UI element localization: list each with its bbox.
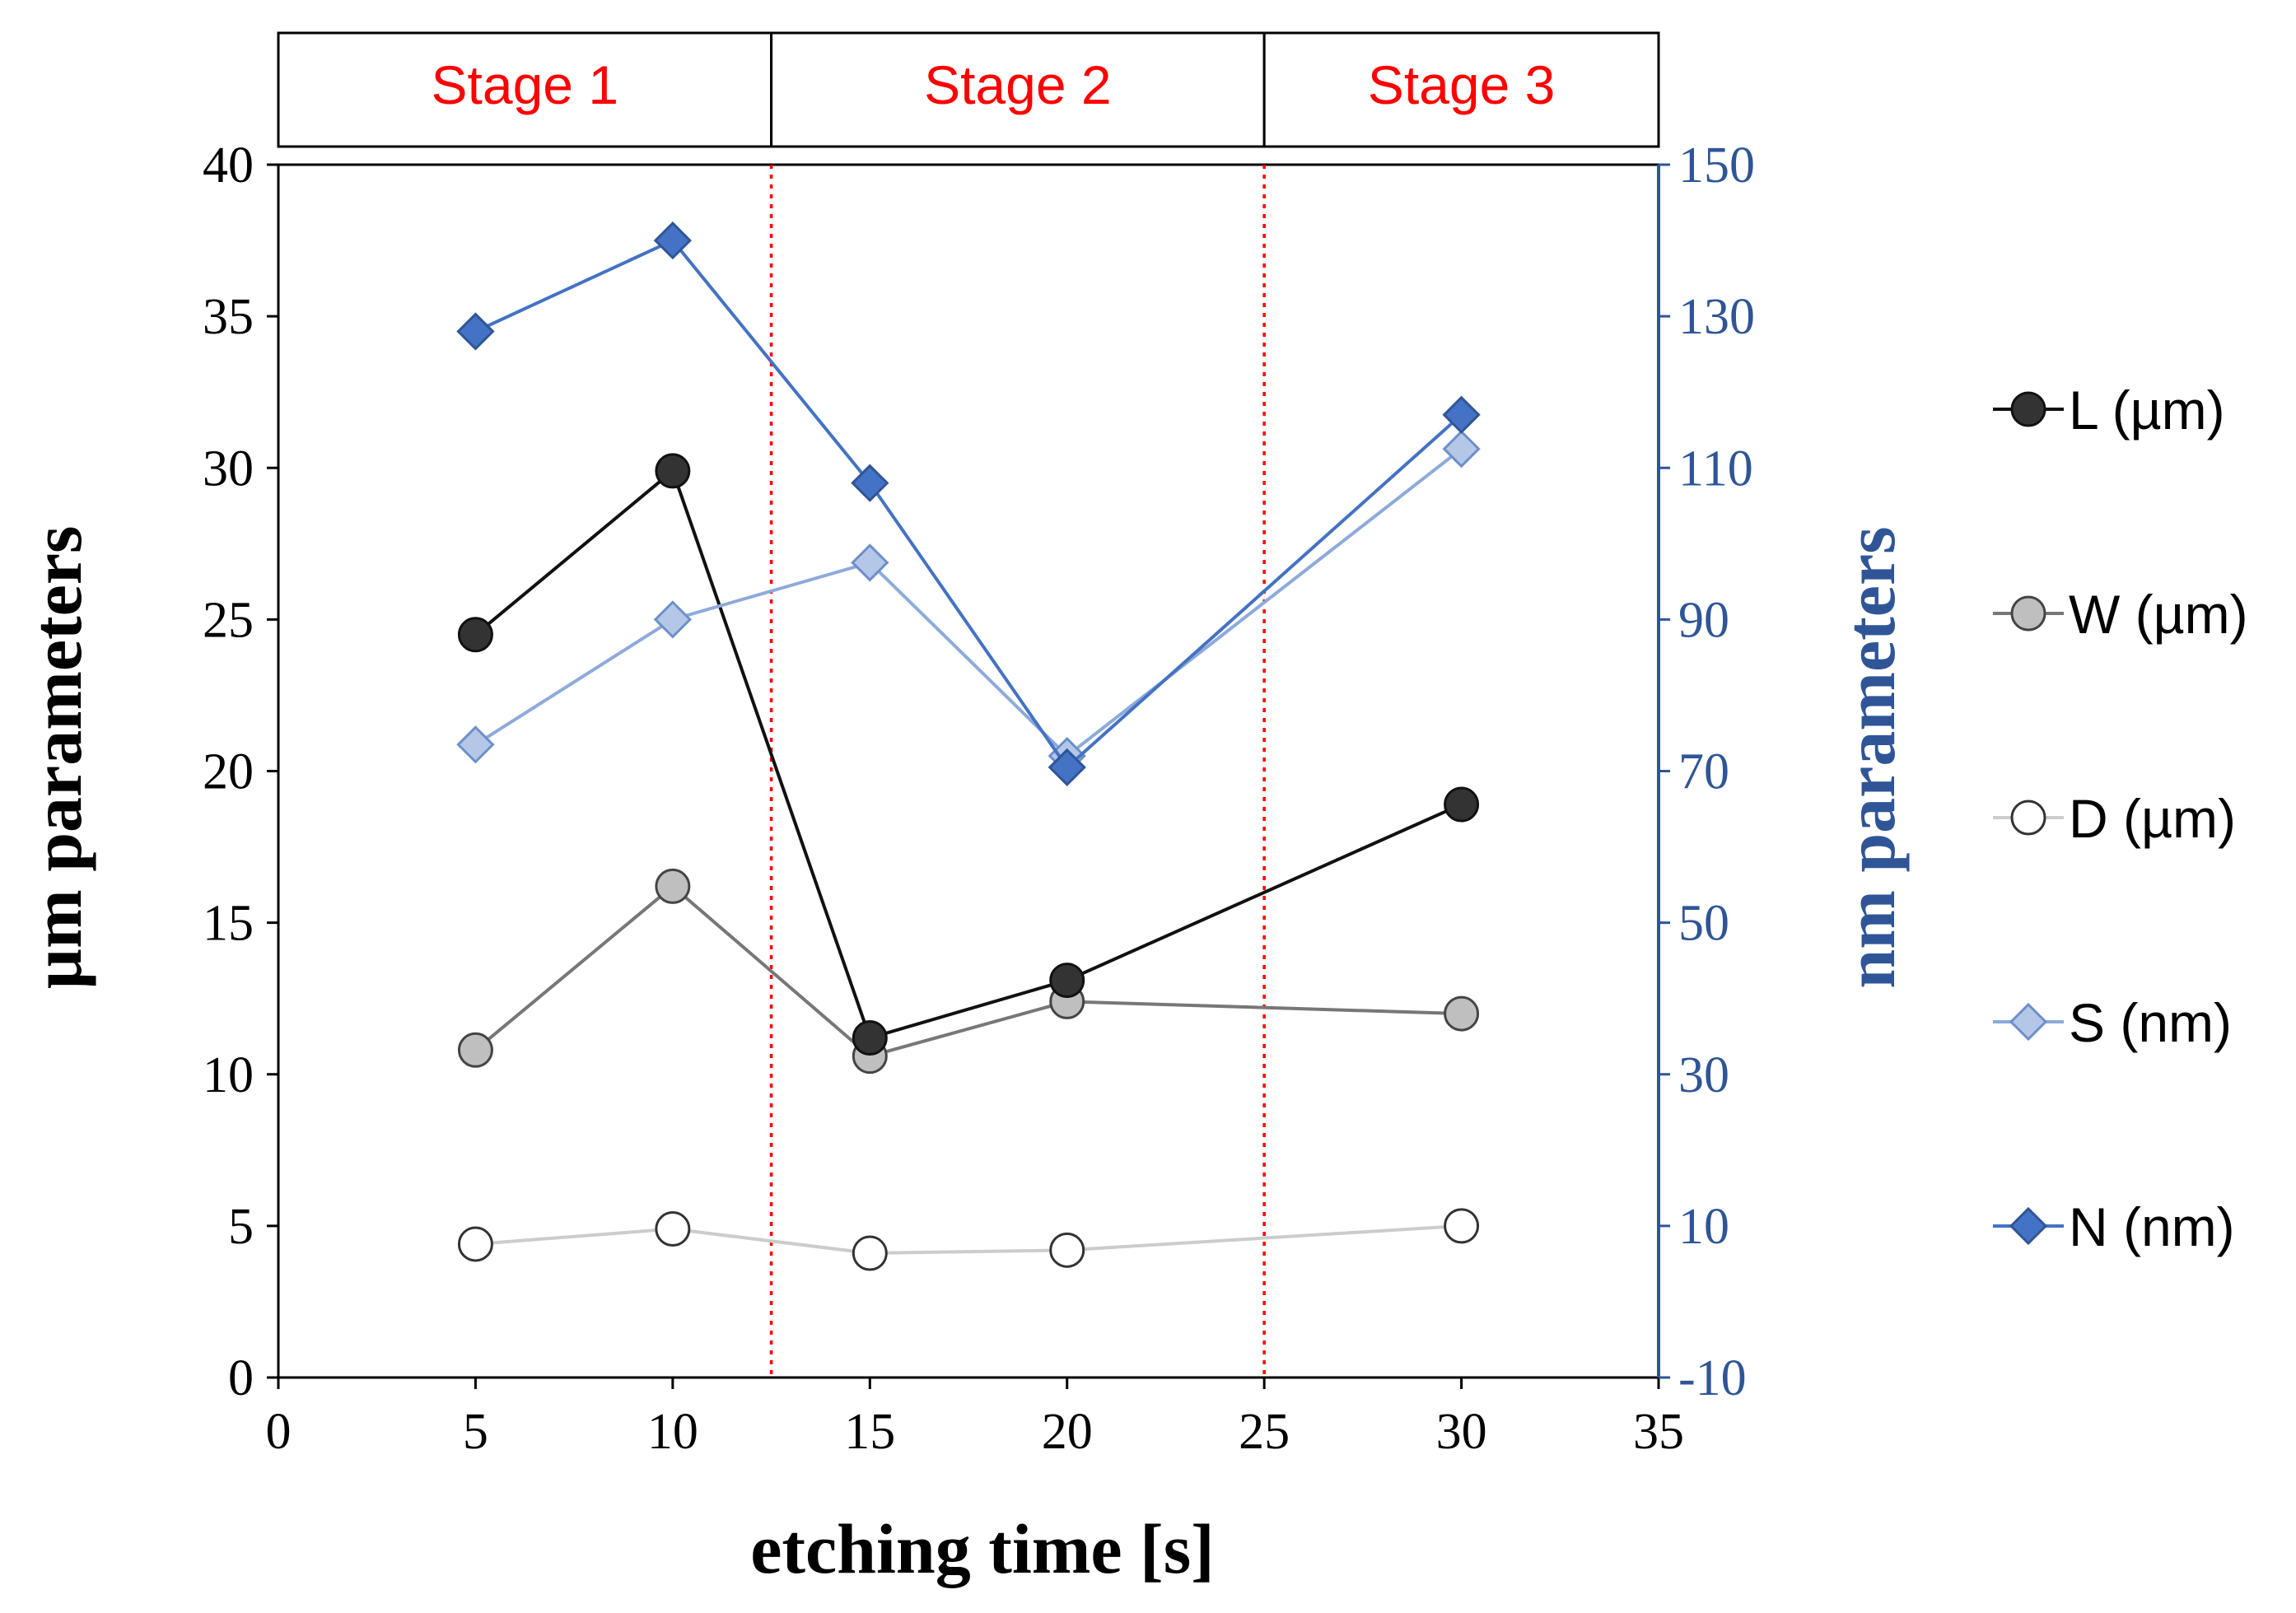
y-left-tick-label: 5 — [228, 1199, 254, 1255]
data-point-s — [653, 600, 692, 639]
data-point-n — [456, 312, 495, 351]
data-point-l — [852, 1020, 888, 1056]
series-l — [457, 453, 1480, 1056]
legend-label-l: L (µm) — [2069, 380, 2225, 441]
series-s — [456, 430, 1481, 776]
axes: 0 5 10 15 20 25 30 35 0 5 10 15 20 25 30 35 40 -10 10 30 50 7… — [203, 138, 1755, 1460]
legend: L (µm) W (µm) D (µm) S (nm) N (nm) — [1993, 380, 2248, 1257]
stage-label-3: Stage 3 — [1368, 54, 1556, 115]
y-right-tick-label: 110 — [1678, 441, 1753, 496]
x-tick-label: 0 — [266, 1404, 292, 1460]
data-point-l — [655, 453, 691, 489]
stage-box-3 — [1262, 31, 1660, 148]
stage-header: Stage 1 Stage 2 Stage 3 — [277, 31, 1660, 148]
series-line-s — [474, 447, 1463, 758]
series-line-d — [475, 1224, 1462, 1256]
data-point-l — [1049, 963, 1085, 999]
y-right-tick-label: 10 — [1678, 1199, 1729, 1255]
legend-label-s: S (nm) — [2069, 992, 2232, 1053]
data-point-s — [456, 725, 495, 764]
y-left-tick-label: 25 — [203, 592, 254, 648]
legend-marker-l — [2010, 391, 2046, 427]
y-left-tick-label: 20 — [203, 744, 254, 800]
legend-label-n: N (nm) — [2069, 1196, 2235, 1257]
series-line-l — [474, 468, 1463, 1041]
stage-label-1: Stage 1 — [432, 54, 619, 115]
x-tick-label: 15 — [844, 1404, 895, 1460]
y-left-tick-label: 35 — [203, 289, 254, 345]
y-right-tick-label: 50 — [1678, 896, 1729, 952]
x-tick-label: 5 — [463, 1404, 488, 1460]
x-tick-label: 30 — [1436, 1404, 1487, 1460]
data-point-n — [653, 221, 692, 260]
stage-box-1 — [277, 31, 773, 148]
legend-label-d: D (µm) — [2069, 788, 2236, 849]
stage-label-2: Stage 2 — [924, 54, 1112, 115]
y-left-tick-label: 0 — [228, 1350, 254, 1406]
data-point-l — [457, 617, 493, 653]
y-axis-title-left: µm parameters — [17, 526, 96, 990]
y-left-tick-label: 30 — [203, 441, 254, 496]
data-point-n — [1442, 395, 1481, 434]
legend-marker-d — [2010, 800, 2046, 836]
data-point-d — [457, 1226, 493, 1262]
data-point-d — [1049, 1232, 1085, 1268]
data-point-n — [1048, 748, 1086, 787]
series-group — [456, 221, 1481, 1271]
data-point-d — [655, 1211, 691, 1247]
y-right-tick-label: -10 — [1678, 1350, 1747, 1406]
y-left-tick-label: 40 — [203, 138, 254, 193]
series-line-w — [474, 883, 1462, 1058]
x-tick-label: 10 — [647, 1404, 698, 1460]
data-point-w — [655, 868, 691, 904]
y-axis-title-right: nm parameters — [1831, 526, 1910, 988]
plot-frame — [278, 163, 1659, 1378]
y-right-tick-label: 30 — [1678, 1047, 1729, 1103]
data-point-w — [457, 1032, 493, 1068]
x-tick-label: 25 — [1239, 1404, 1290, 1460]
legend-label-w: W (µm) — [2069, 584, 2248, 645]
x-tick-label: 35 — [1633, 1404, 1684, 1460]
data-point-w — [1444, 995, 1480, 1032]
stage-box-2 — [770, 31, 1266, 148]
series-d — [457, 1208, 1480, 1271]
x-axis-title: etching time [s] — [750, 1509, 1215, 1588]
data-point-d — [852, 1235, 888, 1271]
y-left-tick-label: 10 — [203, 1047, 254, 1103]
series-w — [457, 868, 1480, 1075]
y-right-tick-label: 130 — [1678, 289, 1755, 345]
legend-marker-w — [2010, 595, 2046, 632]
y-right-tick-label: 150 — [1678, 138, 1755, 193]
data-point-s — [1442, 430, 1481, 469]
y-right-tick-label: 90 — [1678, 592, 1729, 648]
series-n — [456, 221, 1481, 787]
data-point-s — [851, 543, 889, 582]
y-left-tick-label: 15 — [203, 896, 254, 952]
data-point-l — [1444, 786, 1480, 823]
legend-marker-s — [2009, 1002, 2048, 1042]
legend-marker-n — [2009, 1206, 2048, 1246]
y-right-tick-label: 70 — [1678, 744, 1729, 800]
series-line-n — [474, 238, 1463, 770]
x-tick-label: 20 — [1042, 1404, 1093, 1460]
data-point-n — [851, 464, 889, 502]
data-point-d — [1444, 1208, 1480, 1244]
